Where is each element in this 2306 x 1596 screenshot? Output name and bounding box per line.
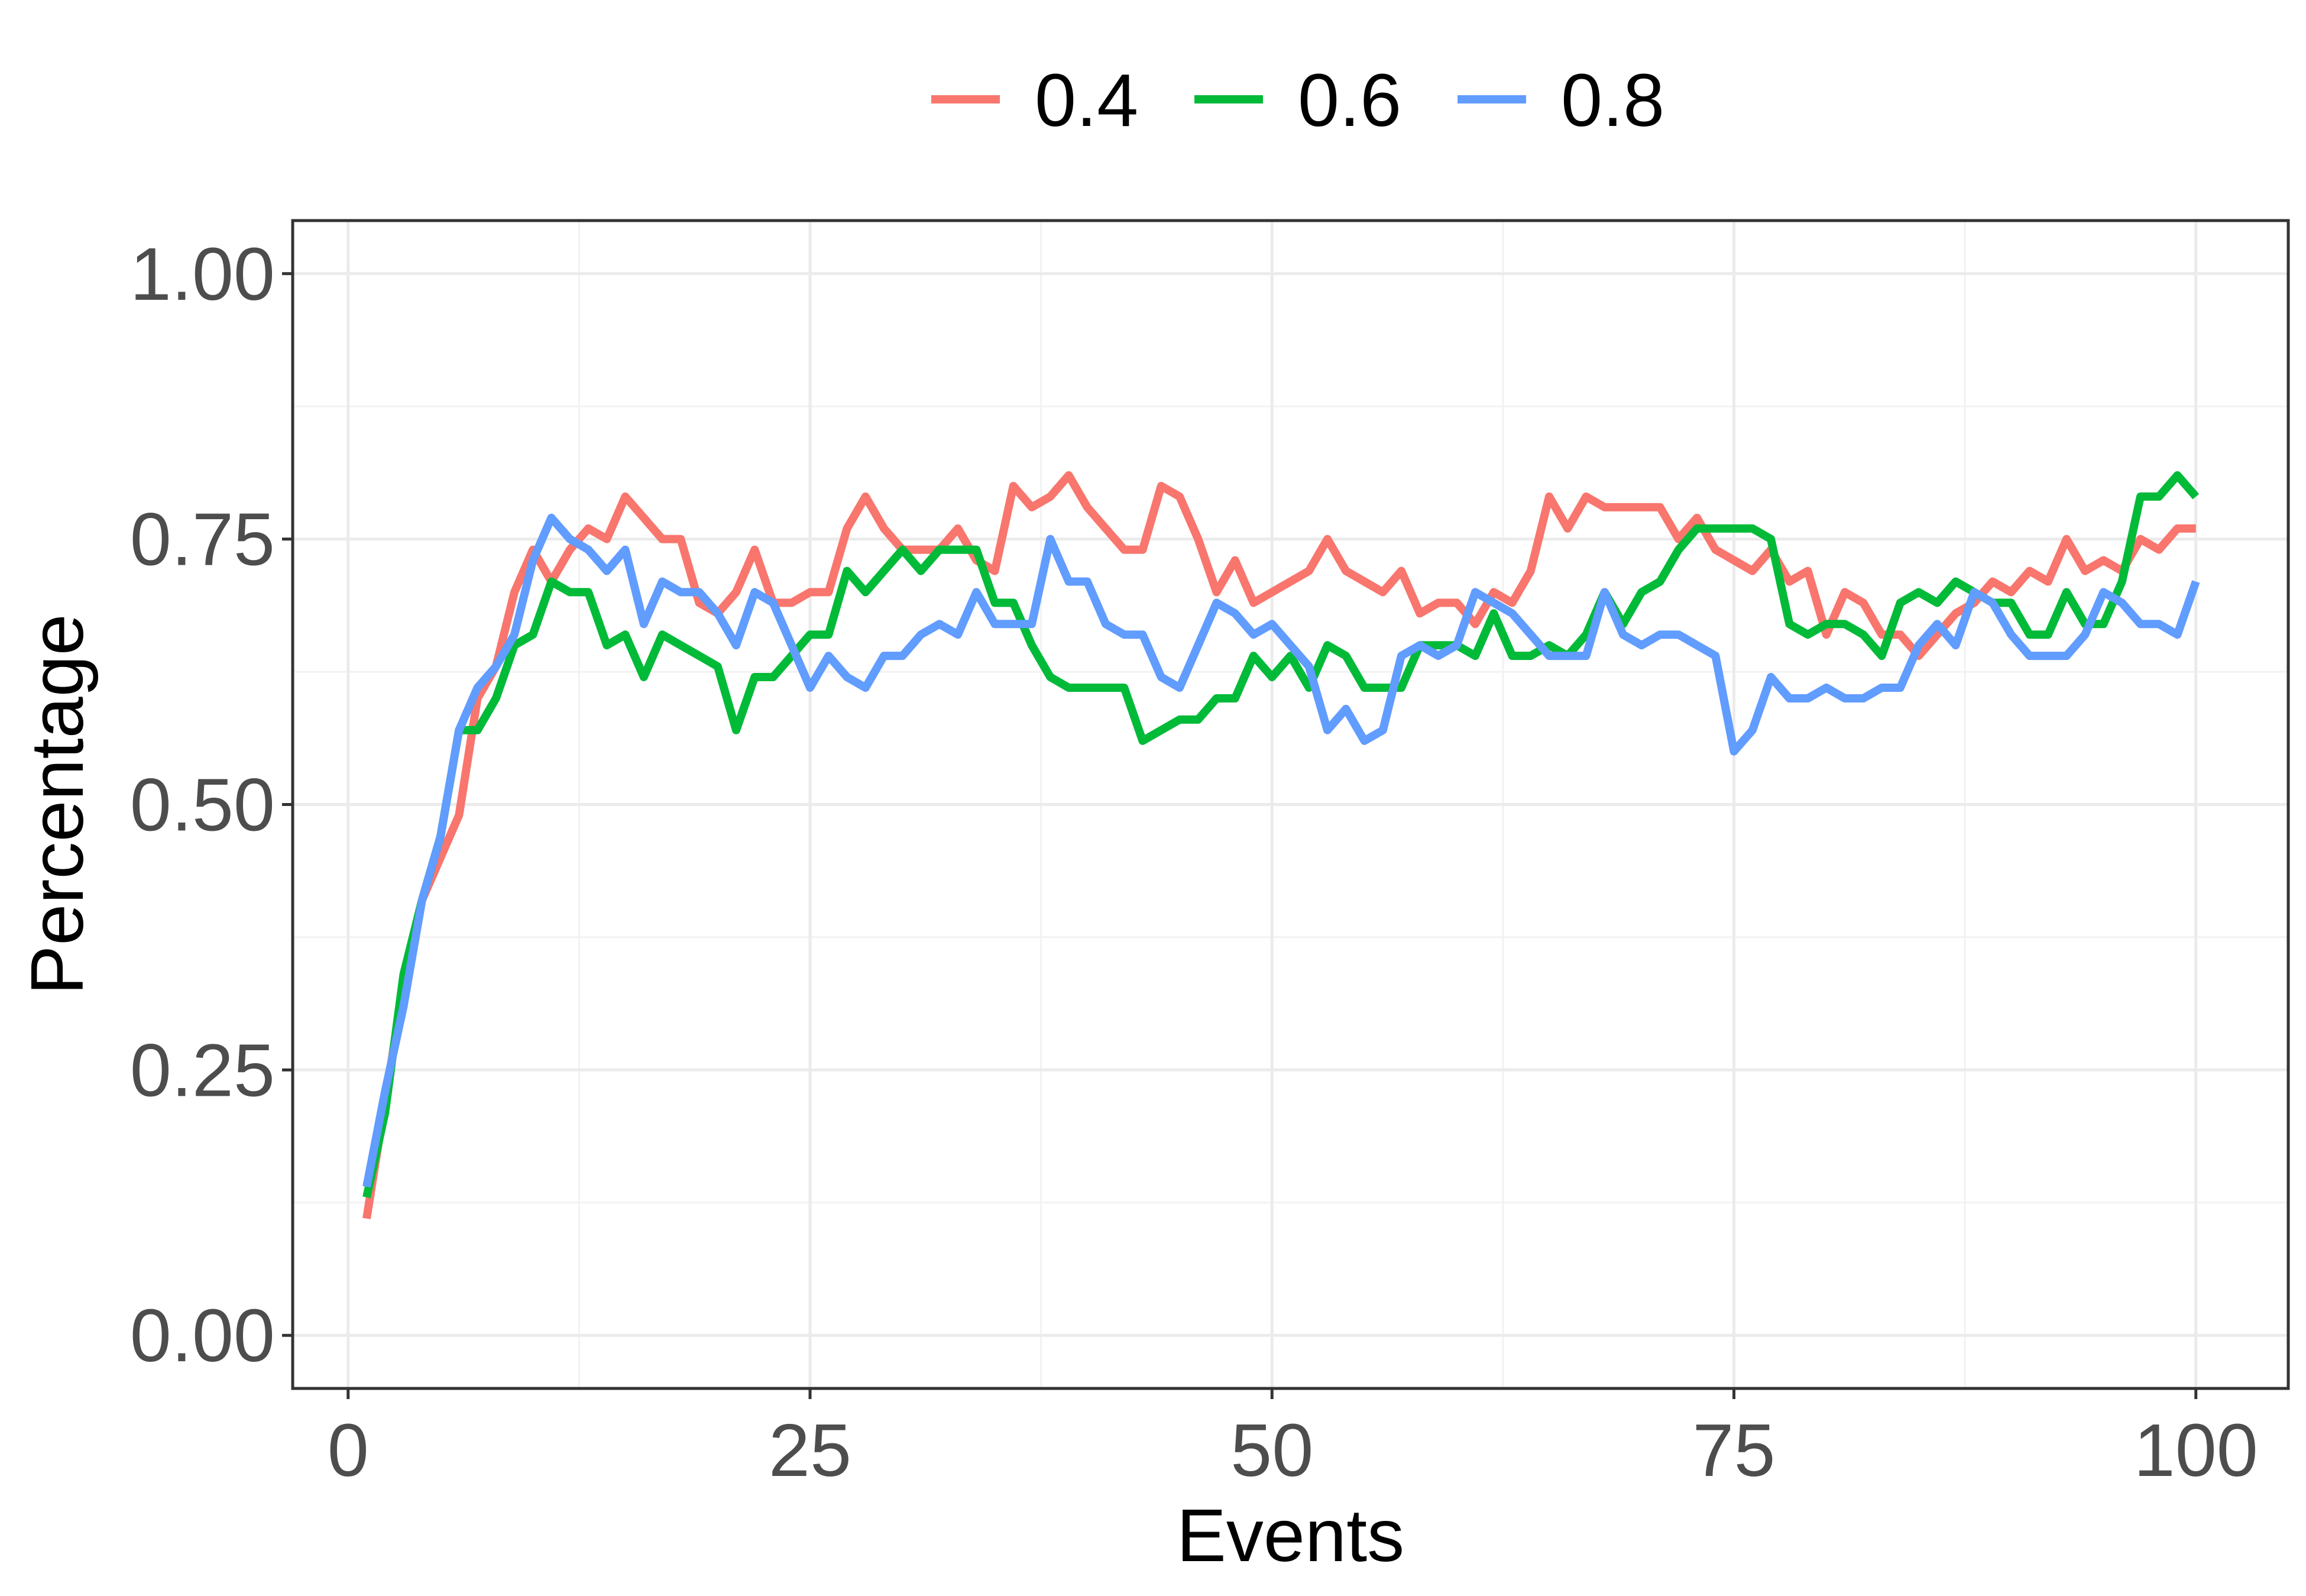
y-axis: 0.00 0.25 0.50 0.75 1.00: [130, 232, 293, 1377]
series-lines: [362, 471, 2200, 1219]
legend: 0.4 0.6 0.8: [931, 59, 1664, 142]
y-tick-label: 1.00: [130, 232, 275, 316]
series-line-0.6: [362, 471, 2200, 1199]
series-line-0.8: [362, 513, 2200, 1188]
x-axis-title: Events: [1177, 1494, 1404, 1577]
y-tick-label: 0.00: [130, 1294, 275, 1377]
x-tick-label: 75: [1692, 1409, 1775, 1492]
x-tick-label: 50: [1230, 1409, 1313, 1492]
y-tick-label: 0.25: [130, 1028, 275, 1112]
x-tick-label: 25: [769, 1409, 851, 1492]
x-axis: 0 25 50 75 100: [328, 1388, 2258, 1492]
y-axis-title: Percentage: [15, 614, 99, 995]
legend-label-0.8: 0.8: [1561, 59, 1664, 142]
major-gridlines: [293, 221, 2288, 1388]
y-tick-label: 0.50: [130, 763, 275, 847]
y-tick-label: 0.75: [130, 498, 275, 581]
legend-label-0.4: 0.4: [1035, 59, 1138, 142]
legend-label-0.6: 0.6: [1298, 59, 1401, 142]
x-tick-label: 100: [2134, 1409, 2258, 1492]
x-tick-label: 0: [328, 1409, 369, 1492]
